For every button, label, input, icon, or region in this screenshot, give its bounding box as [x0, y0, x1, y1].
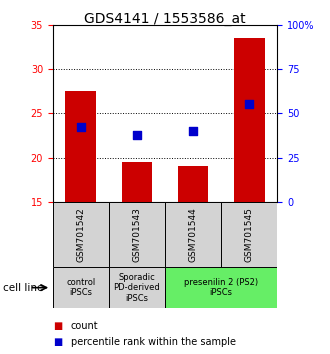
Bar — [109, 267, 165, 308]
Bar — [65, 91, 96, 202]
Point — [134, 133, 140, 138]
Text: percentile rank within the sample: percentile rank within the sample — [71, 337, 236, 347]
Bar — [221, 202, 277, 267]
Bar — [121, 162, 152, 202]
Text: GSM701545: GSM701545 — [245, 207, 254, 262]
Text: GSM701543: GSM701543 — [132, 207, 142, 262]
Text: ■: ■ — [53, 321, 62, 331]
Text: count: count — [71, 321, 99, 331]
Point — [78, 124, 83, 130]
Text: control
iPSCs: control iPSCs — [66, 278, 95, 297]
Text: ■: ■ — [53, 337, 62, 347]
Text: Sporadic
PD-derived
iPSCs: Sporadic PD-derived iPSCs — [114, 273, 160, 303]
Point — [247, 102, 252, 107]
Bar — [53, 202, 109, 267]
Bar — [165, 267, 277, 308]
Point — [190, 128, 196, 134]
Bar — [53, 267, 109, 308]
Text: GSM701544: GSM701544 — [188, 207, 198, 262]
Text: cell line: cell line — [3, 282, 44, 293]
Bar — [178, 166, 209, 202]
Text: GSM701542: GSM701542 — [76, 207, 85, 262]
Bar — [109, 202, 165, 267]
Text: presenilin 2 (PS2)
iPSCs: presenilin 2 (PS2) iPSCs — [184, 278, 258, 297]
Text: GDS4141 / 1553586_at: GDS4141 / 1553586_at — [84, 12, 246, 27]
Bar — [234, 38, 265, 202]
Bar — [165, 202, 221, 267]
